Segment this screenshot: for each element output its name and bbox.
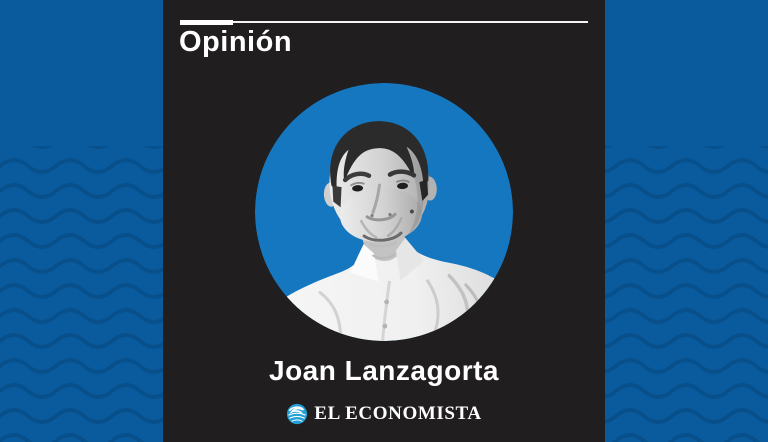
brand-logo: EL ECONOMISTA xyxy=(163,401,605,427)
opinion-card: Opinión xyxy=(163,0,605,442)
brand-name: EL ECONOMISTA xyxy=(314,403,482,424)
section-title: Opinión xyxy=(179,26,293,58)
author-name: Joan Lanzagorta xyxy=(269,355,499,386)
el-economista-globe-icon xyxy=(287,403,308,425)
header-rule xyxy=(180,20,588,25)
header-rule-thick xyxy=(180,20,233,25)
author-portrait-illustration xyxy=(255,83,513,341)
author-photo xyxy=(255,83,513,341)
header-rule-thin xyxy=(180,21,588,23)
